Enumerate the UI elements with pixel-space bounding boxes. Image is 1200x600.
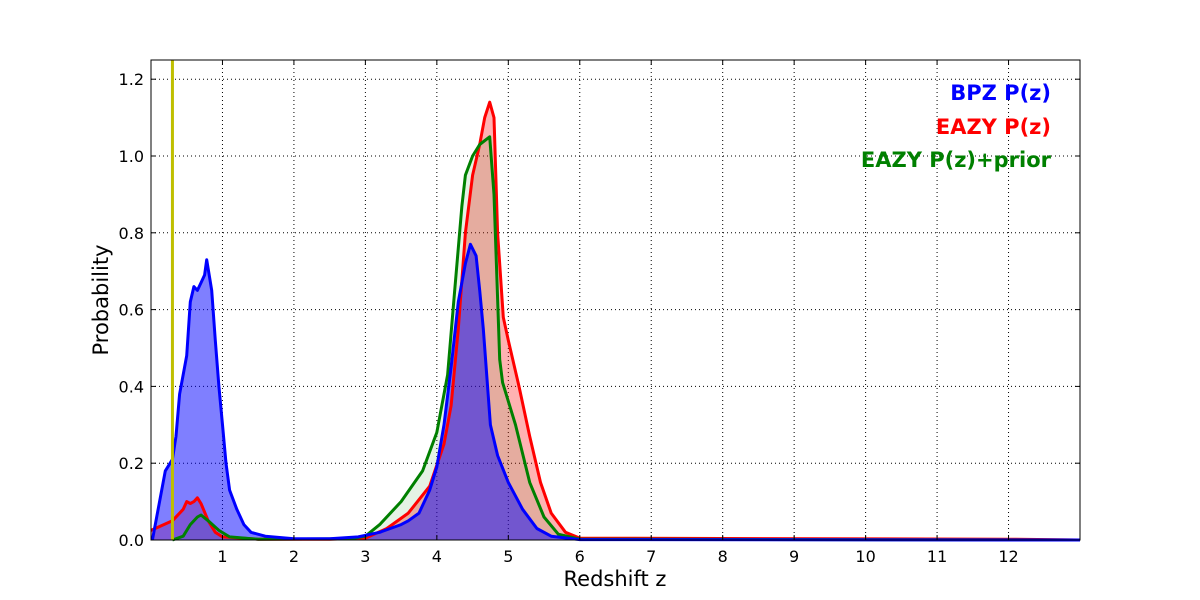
y-tick-label: 0.6 — [119, 301, 144, 320]
eazy-p-z-prior-fill — [172, 136, 1080, 541]
x-tick-label: 4 — [432, 547, 442, 566]
y-tick-label: 0.8 — [119, 224, 144, 243]
eazy-p-z-prior-line — [171, 135, 1081, 542]
y-tick-label: 0.4 — [119, 377, 144, 396]
x-tick-label: 5 — [503, 547, 513, 566]
y-axis-label: Probability — [89, 244, 113, 355]
x-tick-label: 2 — [289, 547, 299, 566]
legend-eazy-prior: EAZY P(z)+prior — [861, 148, 1052, 172]
y-tick-label: 1.2 — [119, 70, 144, 89]
x-tick-label: 1 — [217, 547, 227, 566]
y-tick-label: 0.2 — [119, 454, 144, 473]
legend-eazy: EAZY P(z) — [936, 115, 1051, 139]
x-tick-label: 12 — [998, 547, 1018, 566]
legend-bpz: BPZ P(z) — [950, 81, 1051, 105]
x-tick-label: 9 — [789, 547, 799, 566]
y-tick-label: 1.0 — [119, 147, 144, 166]
x-tick-label: 8 — [718, 547, 728, 566]
x-axis-label: Redshift z — [564, 567, 667, 591]
bpz-p-z-line — [150, 242, 1081, 542]
bpz-p-z-fill — [152, 244, 1080, 541]
plot-frame — [150, 59, 1081, 541]
series-lines — [150, 100, 1081, 542]
axis-ticks: 1 2 3 4 5 6 7 8 9 10 11 120.00.20.40.60.81.01.2 — [119, 60, 1080, 566]
x-tick-label: 11 — [927, 547, 947, 566]
x-tick-label: 3 — [360, 547, 370, 566]
y-tick-label: 0.0 — [119, 531, 144, 550]
x-tick-label: 6 — [575, 547, 585, 566]
eazy-p-z-line — [150, 100, 1081, 542]
x-tick-label: 7 — [646, 547, 656, 566]
x-tick-label: 10 — [855, 547, 875, 566]
